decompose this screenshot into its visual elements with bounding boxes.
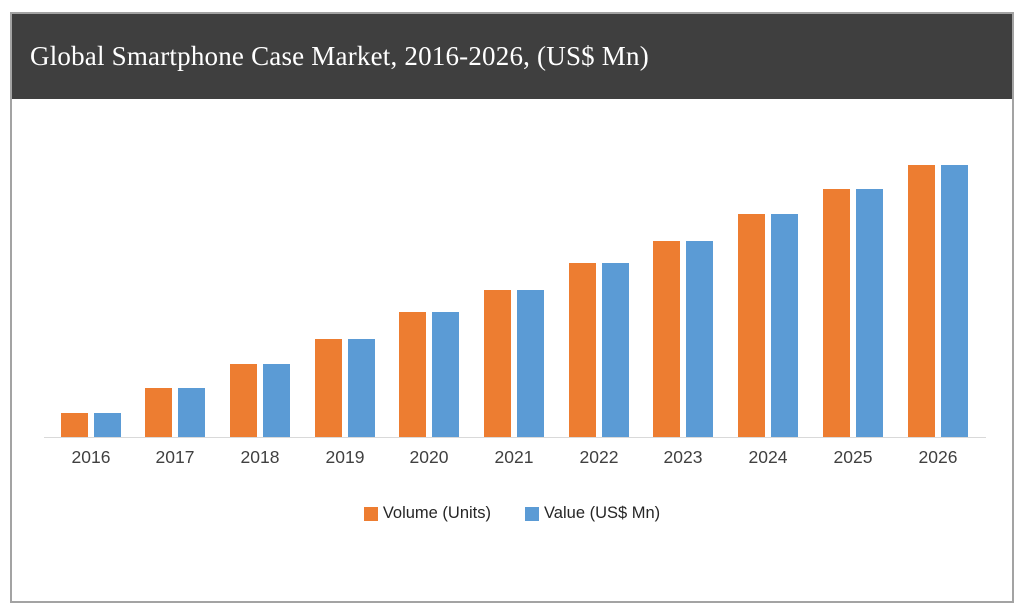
plot-area (12, 99, 1012, 438)
x-axis-label-2020: 2020 (409, 447, 449, 467)
legend-swatch-icon (363, 506, 378, 521)
bar-value-2020 (432, 312, 459, 437)
bar-volume-2025 (823, 189, 850, 437)
bar-value-2017 (178, 388, 205, 437)
x-axis-label-2017: 2017 (155, 447, 195, 467)
bar-value-2024 (771, 214, 798, 437)
bar-value-2018 (263, 364, 290, 437)
chart-frame: Global Smartphone Case Market, 2016-2026… (10, 12, 1014, 603)
bar-volume-2016 (61, 413, 88, 437)
legend-label: Value (US$ Mn) (544, 504, 661, 522)
bar-value-2021 (517, 290, 544, 437)
chart-title-bar: Global Smartphone Case Market, 2016-2026… (12, 14, 1012, 99)
legend-swatch-icon (525, 506, 540, 521)
bar-value-2019 (348, 339, 375, 437)
bar-value-2023 (686, 241, 713, 437)
x-axis-label-2022: 2022 (579, 447, 619, 467)
bar-volume-2021 (484, 290, 511, 437)
x-axis-label-2024: 2024 (748, 447, 788, 467)
x-axis-line (44, 437, 986, 438)
x-axis-label-2021: 2021 (494, 447, 534, 467)
bar-value-2025 (856, 189, 883, 437)
x-axis-label-2019: 2019 (325, 447, 365, 467)
bar-volume-2026 (908, 165, 935, 437)
chart-legend: Volume (Units) Value (US$ Mn) (12, 504, 1012, 523)
bar-value-2026 (941, 165, 968, 437)
bar-volume-2017 (145, 388, 172, 437)
bar-volume-2023 (653, 241, 680, 437)
bar-volume-2019 (315, 339, 342, 437)
legend-item-value: Value (US$ Mn) (525, 504, 660, 523)
chart-body: 2016 2017 2018 2019 2020 2021 2022 2023 2024 2025… (12, 99, 1012, 601)
bar-volume-2022 (569, 263, 596, 437)
chart-title: Global Smartphone Case Market, 2016-2026… (30, 41, 649, 71)
legend-label: Volume (Units) (382, 504, 492, 522)
x-axis-label-2026: 2026 (918, 447, 958, 467)
legend-item-volume: Volume (Units) (363, 504, 492, 523)
x-axis-label-2025: 2025 (833, 447, 873, 467)
bar-volume-2020 (399, 312, 426, 437)
bar-value-2016 (94, 413, 121, 437)
x-axis-labels: 2016 2017 2018 2019 2020 2021 2022 2023 2024 2025… (12, 438, 1012, 480)
x-axis-label-2016: 2016 (71, 447, 111, 467)
x-axis-label-2018: 2018 (240, 447, 280, 467)
bar-volume-2024 (738, 214, 765, 437)
x-axis-label-2023: 2023 (663, 447, 703, 467)
bar-volume-2018 (230, 364, 257, 437)
bar-value-2022 (602, 263, 629, 437)
